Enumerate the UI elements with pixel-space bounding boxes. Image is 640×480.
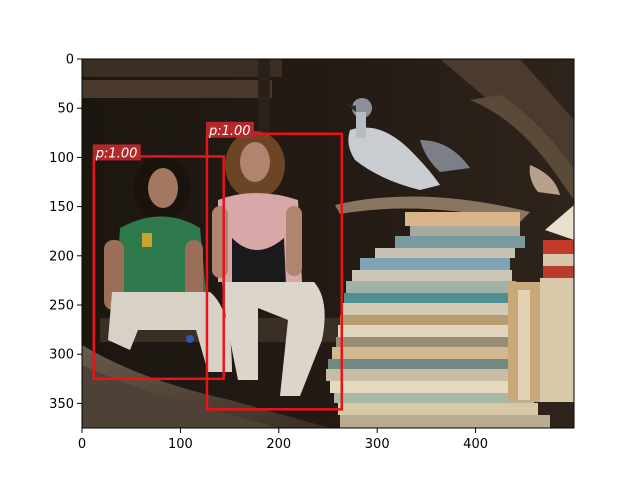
y-tick-label: 100 [49, 151, 74, 166]
y-tick-label: 200 [49, 249, 74, 264]
detection-label-bg [205, 121, 254, 138]
y-tick-label: 350 [49, 397, 74, 412]
detection-label: p:1.00 [95, 146, 138, 161]
x-tick-label: 100 [168, 437, 193, 452]
x-axis: 0 100 200 300 400 [78, 428, 488, 452]
x-tick-label: 300 [365, 437, 390, 452]
x-tick-label: 200 [266, 437, 291, 452]
y-tick-label: 250 [49, 299, 74, 314]
y-tick-label: 50 [57, 102, 74, 117]
x-tick-label: 400 [463, 437, 488, 452]
axes-frame [81, 58, 575, 429]
y-tick-label: 150 [49, 200, 74, 215]
y-axis: 0 50 100 150 200 250 300 350 [49, 53, 82, 412]
y-tick-label: 0 [66, 53, 74, 68]
detection-label: p:1.00 [208, 124, 251, 139]
detection-box [92, 155, 225, 381]
photo [82, 59, 574, 428]
detection-layer: p:1.00 p:1.00 [92, 121, 344, 411]
detection-label-bg [92, 144, 141, 161]
y-tick-label: 300 [49, 348, 74, 363]
x-tick-label: 0 [78, 437, 86, 452]
detection-box [205, 132, 344, 411]
